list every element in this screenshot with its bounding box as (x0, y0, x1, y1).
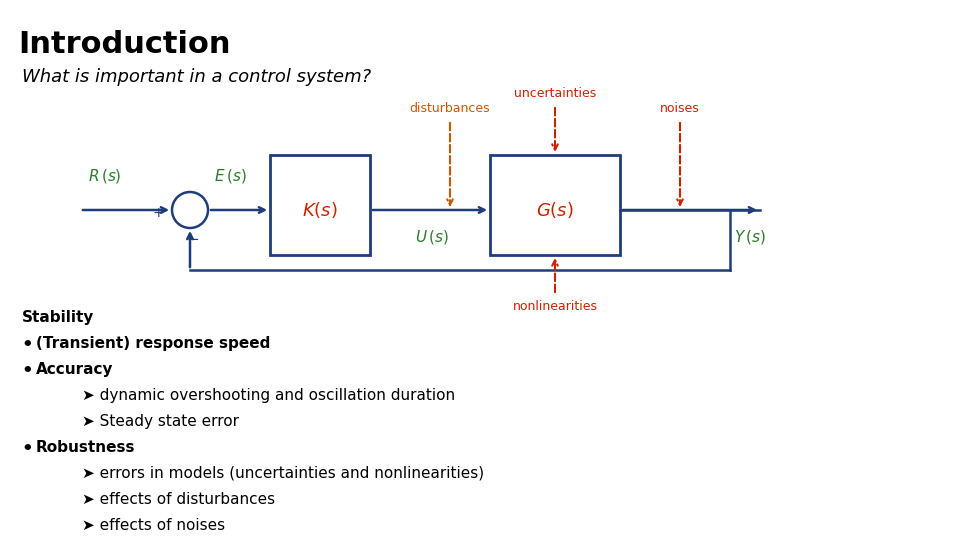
Text: ➤ dynamic overshooting and oscillation duration: ➤ dynamic overshooting and oscillation d… (82, 388, 455, 403)
Text: $U\,(s)$: $U\,(s)$ (415, 228, 449, 246)
Text: ➤ Steady state error: ➤ Steady state error (82, 414, 239, 429)
Text: ➤ errors in models (uncertainties and nonlinearities): ➤ errors in models (uncertainties and no… (82, 466, 484, 481)
Text: nonlinearities: nonlinearities (513, 300, 597, 313)
Text: Stability: Stability (22, 310, 94, 325)
Text: $G(s)$: $G(s)$ (536, 200, 574, 220)
Text: $R\,(s)$: $R\,(s)$ (88, 167, 122, 185)
Text: uncertainties: uncertainties (514, 87, 596, 100)
Text: ➤ effects of disturbances: ➤ effects of disturbances (82, 492, 276, 507)
Text: noises: noises (660, 102, 700, 115)
Text: (Transient) response speed: (Transient) response speed (36, 336, 271, 351)
Text: $K(s)$: $K(s)$ (302, 200, 338, 220)
Text: −: − (186, 232, 200, 247)
Text: disturbances: disturbances (410, 102, 491, 115)
Text: What is important in a control system?: What is important in a control system? (22, 68, 372, 86)
Text: •: • (22, 440, 40, 458)
Text: Robustness: Robustness (36, 440, 135, 455)
Text: Accuracy: Accuracy (36, 362, 113, 377)
Text: Introduction: Introduction (18, 30, 230, 59)
Text: +: + (153, 206, 164, 220)
Text: •: • (22, 362, 40, 380)
Text: •: • (22, 336, 40, 354)
Text: $E\,(s)$: $E\,(s)$ (214, 167, 247, 185)
FancyBboxPatch shape (490, 155, 620, 255)
Text: $Y\,(s)$: $Y\,(s)$ (733, 228, 766, 246)
Text: ➤ effects of noises: ➤ effects of noises (82, 518, 226, 533)
FancyBboxPatch shape (270, 155, 370, 255)
